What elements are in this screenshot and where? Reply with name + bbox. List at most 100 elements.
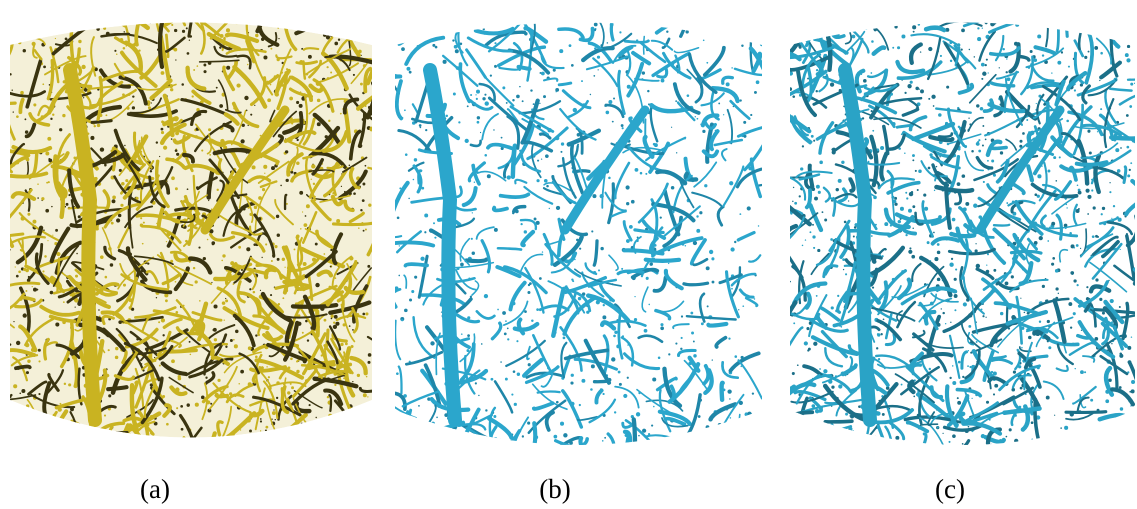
vessel (51, 206, 52, 207)
vessel (315, 283, 319, 287)
vessel (331, 318, 333, 320)
vessel (805, 239, 806, 240)
vessel (367, 396, 368, 397)
vessel (843, 23, 845, 25)
vessel (990, 20, 1025, 33)
vessel (650, 457, 652, 459)
vessel (835, 465, 852, 508)
vessel (1102, 207, 1105, 210)
vessel (571, 279, 573, 281)
vessel (195, 280, 198, 283)
vessel (161, 131, 164, 134)
vessel (606, 111, 610, 115)
vessel (694, 259, 707, 265)
vessel (271, 166, 275, 170)
vessel (703, 442, 706, 445)
vessel (330, 315, 333, 318)
vessel (559, 83, 571, 85)
vessel (737, 429, 739, 449)
vessel (262, 188, 265, 191)
vessel (220, 0, 259, 19)
vessel (558, 146, 577, 166)
vessel (1054, 415, 1055, 416)
vessel (728, 444, 755, 465)
vessel (975, 243, 976, 244)
vessel (36, 14, 39, 17)
vessel (645, 173, 647, 175)
vessel (912, 264, 920, 281)
vessel (200, 458, 203, 461)
vessel (885, 427, 893, 460)
vessel (48, 33, 50, 35)
vessel (842, 258, 845, 261)
vessel (608, 100, 612, 104)
vessel (166, 35, 168, 57)
vessel (976, 264, 980, 268)
vessel (166, 423, 169, 426)
vessel (954, 309, 956, 311)
vessel (9, 428, 11, 430)
vessel (797, 364, 799, 366)
vessel (502, 311, 506, 315)
vessel (511, 394, 513, 396)
vessel (1087, 130, 1090, 133)
vessel (527, 422, 530, 425)
vessel (452, 39, 454, 41)
vessel (986, 401, 989, 404)
vessel (284, 267, 285, 268)
vessel (1060, 427, 1062, 429)
vessel (1125, 53, 1129, 57)
vessel (402, 25, 404, 27)
vessel (390, 242, 433, 245)
vessel (818, 0, 851, 19)
vessel (161, 0, 198, 15)
vessel (936, 187, 972, 191)
vessel (863, 79, 867, 83)
vessel (1088, 51, 1090, 53)
vessel (371, 129, 386, 139)
vessel (684, 283, 708, 285)
vessel (1081, 435, 1112, 444)
vessel (976, 104, 979, 107)
vessel (1064, 426, 1068, 430)
vessel (819, 368, 821, 370)
vessel (29, 434, 40, 447)
vessel (474, 182, 475, 183)
vessel (983, 20, 985, 22)
vessel (37, 183, 39, 185)
vessel (961, 49, 963, 51)
vessel (1011, 388, 1015, 392)
vessel (18, 41, 21, 44)
vessel (431, 422, 435, 426)
vessel (1019, 140, 1022, 143)
vessel (521, 220, 536, 229)
vessel (1120, 423, 1123, 426)
vessel (699, 211, 702, 214)
vessel (278, 436, 281, 439)
vessel (240, 370, 244, 374)
vessel (816, 185, 820, 189)
vessel (52, 235, 53, 236)
vessel (1073, 312, 1076, 315)
vessel (467, 452, 485, 457)
vessel (522, 100, 524, 102)
vessel (843, 269, 844, 270)
vessel (836, 188, 839, 191)
vessel (1129, 391, 1131, 393)
vessel (861, 22, 865, 26)
vessel (504, 301, 528, 325)
vessel (728, 338, 730, 340)
vessel (858, 464, 860, 466)
vessel (275, 419, 276, 420)
vessel (267, 98, 271, 102)
vessel (272, 411, 276, 415)
vessel (626, 202, 629, 205)
vessel (539, 103, 540, 104)
vessel (471, 141, 481, 146)
vessel (563, 336, 566, 339)
vessel (455, 49, 459, 53)
vessel (1124, 167, 1126, 183)
vessel (1100, 108, 1102, 110)
vessel (68, 425, 75, 439)
vessel (973, 204, 977, 208)
